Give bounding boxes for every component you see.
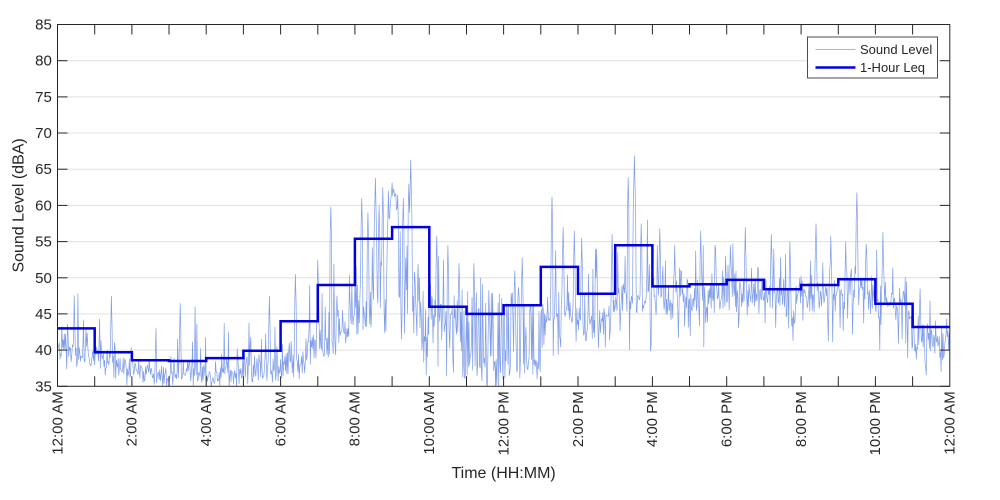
svg-text:8:00 AM: 8:00 AM xyxy=(347,391,364,446)
svg-text:75: 75 xyxy=(35,89,52,106)
svg-text:4:00 PM: 4:00 PM xyxy=(644,391,661,447)
svg-text:45: 45 xyxy=(35,306,52,323)
svg-text:85: 85 xyxy=(35,17,52,34)
svg-text:12:00 AM: 12:00 AM xyxy=(942,391,959,454)
svg-text:Sound Level: Sound Level xyxy=(860,42,932,57)
svg-text:55: 55 xyxy=(35,234,52,251)
svg-text:1-Hour Leq: 1-Hour Leq xyxy=(860,60,925,75)
svg-text:12:00 AM: 12:00 AM xyxy=(49,391,66,454)
svg-text:2:00 PM: 2:00 PM xyxy=(570,391,587,447)
svg-text:10:00 PM: 10:00 PM xyxy=(867,391,884,455)
svg-text:70: 70 xyxy=(35,125,52,142)
svg-text:50: 50 xyxy=(35,270,52,287)
svg-text:10:00 AM: 10:00 AM xyxy=(421,391,438,454)
svg-text:80: 80 xyxy=(35,53,52,70)
svg-text:35: 35 xyxy=(35,378,52,395)
svg-text:Time (HH:MM): Time (HH:MM) xyxy=(451,465,555,482)
svg-text:65: 65 xyxy=(35,161,52,178)
svg-text:6:00 PM: 6:00 PM xyxy=(719,391,736,447)
svg-text:8:00 PM: 8:00 PM xyxy=(793,391,810,447)
svg-text:4:00 AM: 4:00 AM xyxy=(198,391,215,446)
svg-text:Sound Level (dBA): Sound Level (dBA) xyxy=(11,138,28,272)
svg-text:60: 60 xyxy=(35,197,52,214)
svg-text:6:00 AM: 6:00 AM xyxy=(272,391,289,446)
svg-text:2:00 AM: 2:00 AM xyxy=(124,391,141,446)
svg-text:40: 40 xyxy=(35,342,52,359)
svg-text:12:00 PM: 12:00 PM xyxy=(495,391,512,455)
